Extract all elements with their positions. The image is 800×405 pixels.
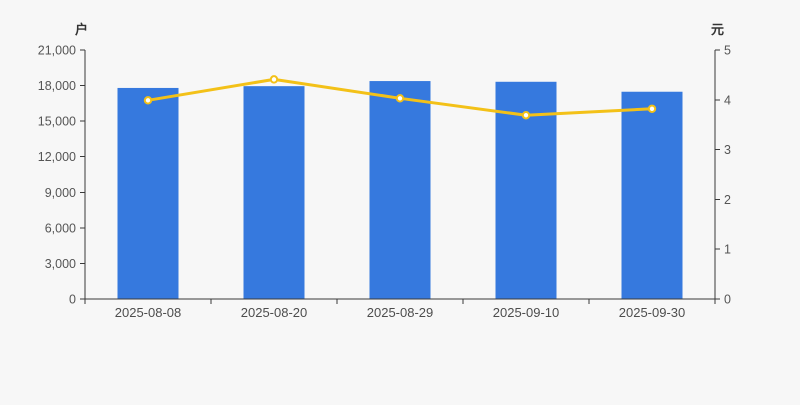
axes-layer: 0 3,000 6,000 9,000 12,000 15,000 18,000 21,000… bbox=[38, 44, 731, 321]
right-axis-tick-label: 1 bbox=[724, 243, 731, 257]
x-axis-category-label: 2025-09-30 bbox=[619, 305, 686, 320]
line-marker-2025-08-29 bbox=[395, 94, 405, 103]
right-axis-tick-label: 2 bbox=[724, 193, 731, 207]
left-axis-tick-label: 6,000 bbox=[45, 221, 76, 235]
line-marker-2025-08-20 bbox=[269, 75, 279, 84]
bar-2025-08-08 bbox=[117, 87, 179, 299]
left-axis-tick-label: 18,000 bbox=[38, 79, 76, 93]
left-axis-tick-label: 12,000 bbox=[38, 150, 76, 164]
right-axis-tick-label: 3 bbox=[724, 143, 731, 157]
right-axis-tick-label: 0 bbox=[724, 293, 731, 307]
right-axis-unit-label: 元 bbox=[711, 22, 724, 37]
left-axis-tick-label: 0 bbox=[69, 293, 76, 307]
left-axis-unit-label: 户 bbox=[75, 22, 88, 37]
left-axis-tick-label: 9,000 bbox=[45, 186, 76, 200]
line-series-layer bbox=[143, 75, 657, 120]
x-axis-category-label: 2025-08-20 bbox=[241, 305, 308, 320]
bar-2025-09-30 bbox=[621, 91, 683, 299]
line-marker-2025-09-10 bbox=[521, 111, 531, 120]
left-axis-tick-label: 3,000 bbox=[45, 257, 76, 271]
bar-series-layer bbox=[117, 81, 683, 300]
right-axis-tick-label: 5 bbox=[724, 44, 731, 58]
x-axis-category-label: 2025-09-10 bbox=[493, 305, 560, 320]
line-marker-2025-09-30 bbox=[647, 104, 657, 113]
bar-2025-08-29 bbox=[369, 81, 431, 300]
left-axis-tick-label: 15,000 bbox=[38, 115, 76, 129]
line-marker-2025-08-08 bbox=[143, 96, 153, 105]
x-axis-category-label: 2025-08-29 bbox=[367, 305, 434, 320]
bar-2025-08-20 bbox=[243, 86, 305, 300]
x-axis-category-label: 2025-08-08 bbox=[115, 305, 182, 320]
left-axis-tick-label: 21,000 bbox=[38, 44, 76, 58]
right-axis-tick-label: 4 bbox=[724, 93, 731, 107]
